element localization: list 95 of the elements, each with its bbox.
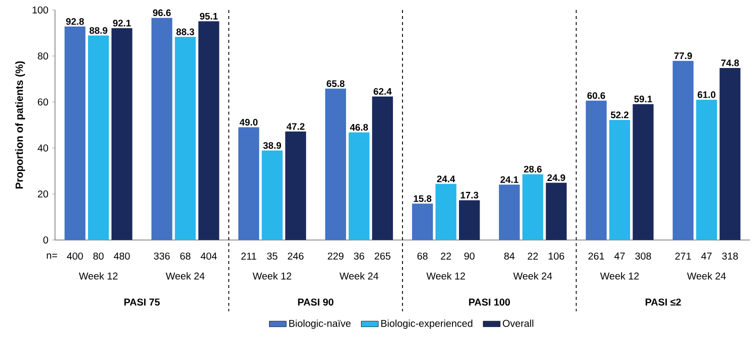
data-label: 65.8 bbox=[326, 80, 345, 87]
data-label: 17.3 bbox=[460, 192, 478, 199]
text: 84 bbox=[504, 252, 515, 260]
legend-label: Biologic-experienced bbox=[381, 320, 472, 329]
text: n= bbox=[46, 253, 58, 259]
y-tick-label: 40 bbox=[38, 144, 48, 152]
data-label: 88.9 bbox=[90, 27, 108, 34]
x-tick-label: Week 12 bbox=[78, 272, 118, 280]
bar bbox=[151, 18, 172, 240]
bar bbox=[412, 204, 433, 240]
data-label: 24.9 bbox=[547, 174, 566, 182]
bar bbox=[88, 36, 109, 240]
bar bbox=[720, 68, 740, 240]
data-label: 61.0 bbox=[698, 91, 716, 98]
text: PASI 90 bbox=[298, 298, 334, 306]
text: 80 bbox=[93, 252, 104, 260]
bar bbox=[285, 131, 306, 240]
bar bbox=[436, 184, 456, 240]
y-tick-label: 60 bbox=[38, 98, 48, 106]
text: 261 bbox=[588, 252, 604, 260]
y-tick-label: 80 bbox=[38, 52, 48, 60]
bar bbox=[609, 120, 630, 240]
data-label: 47.2 bbox=[286, 123, 304, 130]
x-tick-label: Week 24 bbox=[166, 272, 205, 280]
text: 265 bbox=[374, 252, 390, 260]
bar bbox=[111, 28, 132, 240]
bar bbox=[348, 132, 370, 240]
y-axis-title: Proportion of patients (%) bbox=[15, 61, 26, 189]
text: 271 bbox=[675, 252, 691, 260]
text: 400 bbox=[66, 252, 83, 260]
bar bbox=[696, 100, 717, 240]
bar bbox=[174, 36, 196, 240]
text: 246 bbox=[288, 252, 304, 260]
y-tick-label: 0 bbox=[43, 236, 48, 244]
data-label: 24.4 bbox=[437, 176, 456, 182]
bar bbox=[522, 174, 544, 240]
legend-label: Overall bbox=[502, 320, 534, 327]
y-tick-label: 100 bbox=[32, 6, 48, 14]
text: 22 bbox=[528, 252, 538, 260]
text: PASI ≤2 bbox=[646, 298, 681, 306]
data-label: 59.1 bbox=[634, 96, 652, 102]
bar bbox=[632, 104, 654, 240]
text: 336 bbox=[154, 252, 170, 260]
data-label: 24.1 bbox=[500, 176, 518, 183]
text: 229 bbox=[328, 252, 344, 260]
text: PASI 75 bbox=[124, 298, 160, 306]
data-label: 49.0 bbox=[240, 118, 258, 126]
data-label: 28.6 bbox=[524, 166, 542, 173]
bar bbox=[458, 200, 480, 240]
legend-label: Biologic-naïve bbox=[289, 320, 351, 329]
bar bbox=[498, 184, 520, 240]
x-tick-label: Week 24 bbox=[340, 272, 378, 280]
bar bbox=[198, 21, 220, 240]
text: 106 bbox=[548, 252, 564, 260]
text: 68 bbox=[417, 252, 428, 260]
text: 480 bbox=[114, 252, 130, 260]
bar bbox=[372, 96, 393, 240]
bar bbox=[672, 60, 694, 240]
data-label: 77.9 bbox=[674, 52, 692, 60]
x-tick-label: Week 12 bbox=[600, 272, 639, 280]
text: 22 bbox=[440, 252, 451, 260]
text: 35 bbox=[267, 252, 278, 260]
text: 318 bbox=[722, 252, 738, 260]
bar bbox=[64, 26, 86, 240]
text: 68 bbox=[180, 252, 190, 260]
data-label: 92.8 bbox=[66, 18, 84, 25]
text: 404 bbox=[200, 252, 217, 260]
text: PASI 100 bbox=[469, 298, 510, 306]
text: 308 bbox=[635, 252, 652, 260]
data-label: 92.1 bbox=[113, 20, 131, 26]
x-tick-label: Week 24 bbox=[687, 272, 726, 280]
data-label: 96.6 bbox=[152, 9, 171, 16]
data-label: 62.4 bbox=[374, 88, 392, 95]
bar bbox=[586, 100, 607, 240]
x-tick-label: Week 12 bbox=[252, 272, 292, 280]
bar bbox=[325, 88, 346, 240]
data-label: 60.6 bbox=[587, 92, 606, 99]
x-tick-label: Week 24 bbox=[513, 272, 552, 280]
text: 90 bbox=[464, 252, 475, 260]
data-label: 38.9 bbox=[263, 142, 282, 149]
data-label: 52.2 bbox=[610, 112, 629, 118]
data-label: 15.8 bbox=[414, 195, 432, 202]
data-label: 95.1 bbox=[200, 12, 218, 20]
data-label: 46.8 bbox=[350, 124, 368, 131]
text: 36 bbox=[354, 252, 364, 260]
x-tick-label: Week 12 bbox=[426, 272, 465, 280]
bar bbox=[238, 127, 260, 240]
text: 211 bbox=[241, 252, 256, 260]
y-tick-label: 20 bbox=[38, 190, 48, 198]
text: 47 bbox=[701, 252, 712, 260]
bar bbox=[546, 182, 567, 240]
text: 47 bbox=[614, 252, 625, 260]
bar bbox=[262, 150, 283, 240]
data-label: 74.8 bbox=[721, 60, 739, 66]
data-label: 88.3 bbox=[176, 28, 194, 36]
